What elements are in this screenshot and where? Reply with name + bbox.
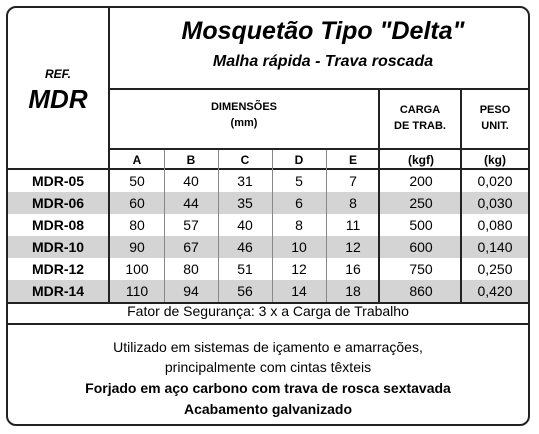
col-header-e: E [348,153,357,167]
col-header-a: A [132,153,142,167]
unit-weight-label-1: PESO [479,104,511,116]
cell-d: 14 [291,283,307,299]
cell-load: 750 [409,261,433,277]
divider [8,168,528,170]
usage-note-1: Utilizado em sistemas de içamento e amar… [113,339,423,355]
ref-label: REF. [44,67,71,81]
cell-weight: 0,030 [477,195,513,211]
unit-weight-label-2: UNIT. [481,120,509,132]
divider [108,88,528,90]
finish-note: Acabamento galvanizado [183,401,353,417]
work-load-label-2: DE TRAB. [394,120,446,132]
cell-d: 12 [291,261,307,277]
table-row: MDR-14 110 94 56 14 18 860 0,420 [8,280,528,302]
cell-b: 80 [183,261,199,277]
cell-e: 11 [345,217,361,233]
safety-factor: Fator de Segurança: 3 x a Carga de Traba… [127,303,409,319]
cell-c: 35 [237,195,253,211]
cell-weight: 0,140 [477,239,513,255]
material-note: Forjado em aço carbono com trava de rosc… [85,380,451,396]
cell-load: 250 [409,195,433,211]
work-load-header: CARGA DE TRAB. [380,102,460,134]
cell-a: 90 [129,239,145,255]
cell-b: 44 [183,195,199,211]
table-row: MDR-06 60 44 35 6 8 250 0,030 [8,192,528,214]
divider [8,302,528,304]
cell-c: 31 [237,173,253,189]
usage-note-2: principalmente com cintas têxteis [164,359,372,375]
table-row: MDR-12 100 80 51 12 16 750 0,250 [8,258,528,280]
cell-b: 67 [183,239,199,255]
cell-load: 500 [409,217,433,233]
cell-load: 600 [409,239,433,255]
row-ref: MDR-05 [31,173,85,189]
divider [378,88,380,302]
table-row: MDR-08 80 57 40 8 11 500 0,080 [8,214,528,236]
cell-a: 50 [129,173,145,189]
row-ref: MDR-08 [31,217,85,233]
cell-a: 80 [129,217,145,233]
cell-weight: 0,250 [477,261,513,277]
dimensions-label: DIMENSÕES [210,101,277,113]
unit-weight-header: PESO UNIT. [462,102,528,134]
cell-weight: 0,080 [477,217,513,233]
cell-a: 100 [125,261,149,277]
cell-c: 51 [237,261,253,277]
cell-d: 8 [295,217,303,233]
divider [460,88,462,302]
cell-e: 12 [345,239,361,255]
cell-c: 56 [237,283,253,299]
table-row: MDR-10 90 67 46 10 12 600 0,140 [8,236,528,258]
col-header-kgf: (kgf) [408,153,434,167]
col-header-b: B [186,153,196,167]
cell-b: 94 [183,283,199,299]
cell-e: 8 [349,195,357,211]
divider [108,148,528,150]
ref-code: MDR [28,84,88,114]
cell-d: 6 [295,195,303,211]
row-ref: MDR-14 [31,283,85,299]
cell-load: 200 [409,173,433,189]
divider [108,8,110,302]
dimensions-header: DIMENSÕES (mm) [110,99,378,131]
divider [272,150,273,302]
col-header-c: C [240,153,250,167]
cell-e: 18 [345,283,361,299]
divider [218,150,219,302]
row-ref: MDR-12 [31,261,85,277]
divider [326,150,327,302]
product-subtitle: Malha rápida - Trava roscada [212,53,434,70]
dimensions-unit: (mm) [230,117,258,129]
cell-load: 860 [409,283,433,299]
cell-weight: 0,020 [477,173,513,189]
divider [164,150,165,302]
cell-a: 110 [125,283,149,299]
cell-e: 16 [345,261,361,277]
col-header-kg: (kg) [484,153,506,167]
row-ref: MDR-06 [31,195,85,211]
product-title: Mosquetão Tipo "Delta" [181,17,465,45]
cell-b: 40 [183,173,199,189]
table-row: MDR-05 50 40 31 5 7 200 0,020 [8,170,528,192]
row-ref: MDR-10 [31,239,85,255]
cell-a: 60 [129,195,145,211]
cell-d: 10 [291,239,307,255]
cell-d: 5 [295,173,303,189]
divider [8,323,528,325]
work-load-label-1: CARGA [399,104,441,116]
cell-b: 57 [183,217,199,233]
cell-e: 7 [349,173,357,189]
cell-c: 40 [237,217,253,233]
cell-c: 46 [237,239,253,255]
product-spec-card: Mosquetão Tipo "Delta" Malha rápida - Tr… [6,6,530,426]
col-header-d: D [294,153,304,167]
cell-weight: 0,420 [477,283,513,299]
